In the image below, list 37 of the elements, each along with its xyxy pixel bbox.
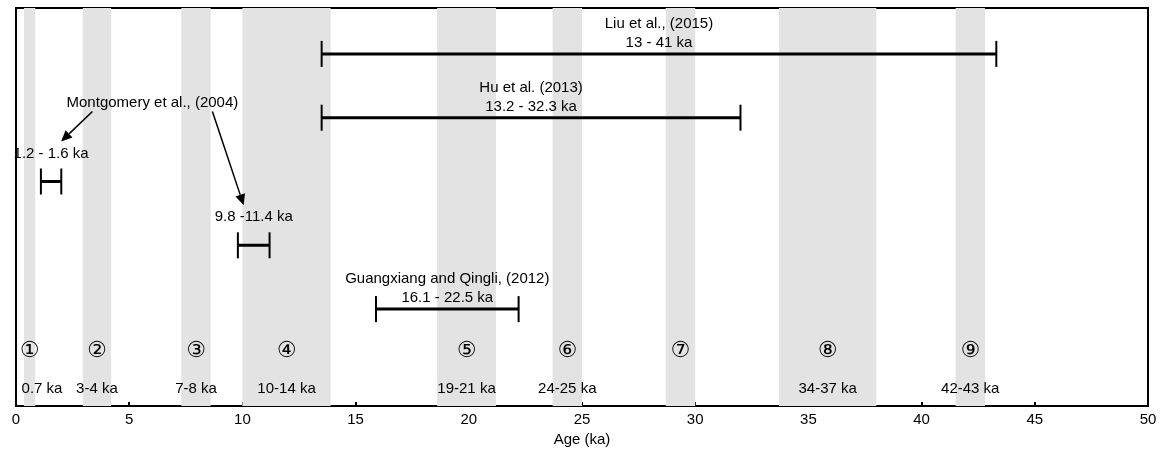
x-tick-label: 40 bbox=[913, 410, 930, 428]
annotation: ⑨ bbox=[960, 336, 981, 362]
x-tick-label: 45 bbox=[1026, 410, 1044, 428]
band-label: 34-37 ka bbox=[798, 378, 858, 396]
x-tick-label: 30 bbox=[686, 410, 704, 428]
annotation: Hu et al. (2013) 13.2 - 32.3 ka bbox=[479, 77, 583, 114]
x-axis-title: Age (ka) bbox=[553, 430, 611, 447]
band-label: 0.7 ka bbox=[21, 378, 64, 396]
band-label: 7-8 ka bbox=[175, 378, 218, 396]
x-tick-label: 15 bbox=[347, 410, 364, 428]
annotation: ③ bbox=[186, 336, 206, 362]
annotation: ⑤ bbox=[456, 336, 477, 362]
bar bbox=[321, 116, 741, 120]
bar bbox=[237, 243, 270, 247]
band-label: 10-14 ka bbox=[257, 378, 317, 396]
x-tick-label: 25 bbox=[573, 410, 591, 428]
annotation: ⑦ bbox=[670, 336, 691, 362]
annotation: Guangxiang and Qingli, (2012) 16.1 - 22.5 ka bbox=[345, 269, 550, 306]
x-tick-label: 50 bbox=[1139, 410, 1157, 428]
annotation: ① bbox=[19, 336, 40, 362]
annotation: 9.8 -11.4 ka bbox=[214, 207, 294, 225]
x-tick-label: 10 bbox=[234, 410, 251, 428]
annotation: ⑥ bbox=[557, 336, 578, 362]
band-label: 19-21 ka bbox=[437, 378, 497, 396]
band-label: 3-4 ka bbox=[76, 378, 119, 396]
annotation: ⑧ bbox=[817, 336, 838, 362]
x-tick-label: 5 bbox=[125, 410, 134, 428]
band-label: 42-43 ka bbox=[941, 378, 1001, 396]
annotation: Montgomery et al., (2004) bbox=[66, 93, 239, 110]
annotation: ② bbox=[87, 336, 107, 362]
bar bbox=[321, 52, 997, 56]
x-tick-label: 0 bbox=[11, 410, 21, 428]
x-tick-label: 35 bbox=[800, 410, 817, 428]
annotation: Liu et al., (2015) 13 - 41 ka bbox=[604, 13, 714, 50]
x-tick-label: 20 bbox=[460, 410, 478, 428]
annotation: ④ bbox=[276, 336, 297, 362]
band-label: 24-25 ka bbox=[538, 378, 598, 396]
